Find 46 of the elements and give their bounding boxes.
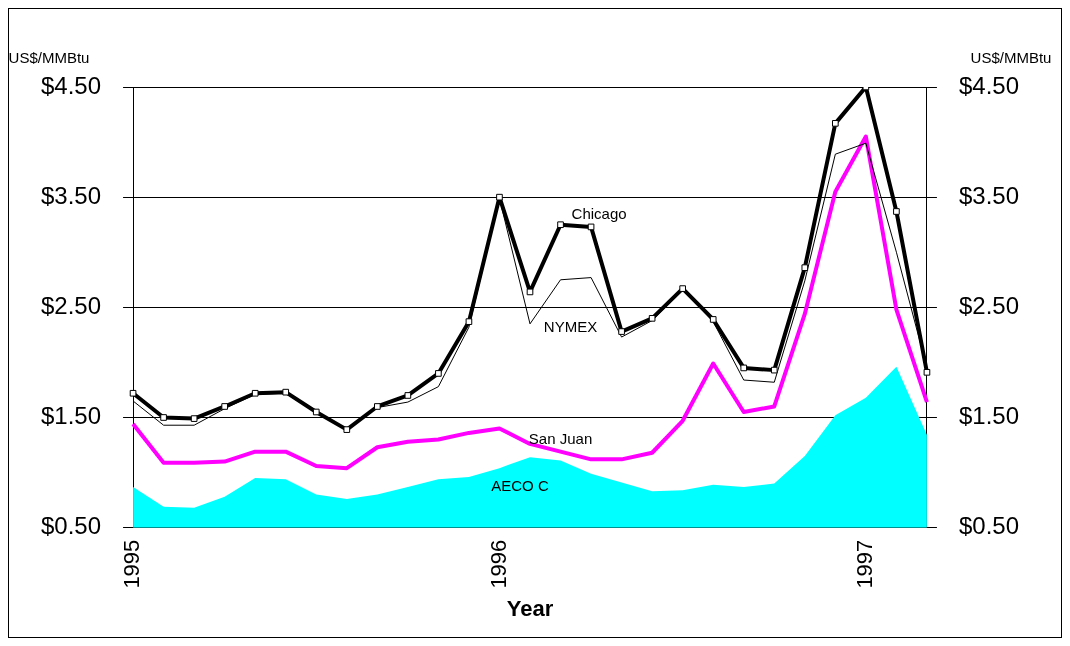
- x-tick-label: 1995: [119, 539, 145, 589]
- point: [770, 366, 778, 374]
- point: [404, 392, 412, 399]
- series-label: San Juan: [528, 429, 593, 447]
- point: [526, 288, 534, 296]
- point: [435, 370, 442, 377]
- series-label: Chicago: [571, 205, 627, 223]
- x-tick-label: 1996: [485, 539, 511, 589]
- point: [374, 403, 381, 410]
- point: [251, 389, 259, 397]
- y2-tick-label: $2.50: [958, 291, 1019, 319]
- point: [679, 285, 686, 292]
- series-label: NYMEX: [543, 317, 598, 335]
- y-tick-label: $3.50: [41, 181, 102, 209]
- x-tick-label: 1997: [851, 539, 877, 589]
- point: [557, 221, 564, 229]
- y-tick-label: $0.50: [41, 512, 102, 540]
- x-axis-title: Year: [506, 595, 554, 621]
- point: [587, 223, 595, 231]
- point: [740, 364, 748, 372]
- point: [190, 415, 198, 422]
- y2-tick-label: $0.50: [958, 512, 1019, 540]
- point: [709, 316, 717, 323]
- y2-tick-label: $3.50: [958, 181, 1019, 209]
- series-label: AECO C: [491, 477, 549, 495]
- point: [160, 414, 167, 421]
- y-tick-label: $2.50: [41, 291, 102, 319]
- point: [221, 403, 228, 410]
- point: [832, 120, 839, 127]
- y2-tick-label: $1.50: [958, 402, 1019, 430]
- point: [312, 408, 320, 416]
- point: [923, 369, 931, 376]
- point: [343, 426, 351, 433]
- point: [648, 315, 656, 322]
- point: [282, 388, 290, 396]
- y2-axis-title: US$/MMBtu: [970, 49, 1052, 67]
- y2-tick-label: $4.50: [958, 71, 1019, 99]
- y-axis-title: US$/MMBtu: [8, 49, 90, 67]
- point: [496, 193, 503, 201]
- point: [465, 318, 473, 325]
- point: [618, 328, 625, 335]
- y-tick-label: $1.50: [41, 402, 102, 430]
- point: [893, 208, 900, 215]
- y-tick-label: $4.50: [41, 71, 102, 99]
- point: [129, 389, 137, 397]
- point: [801, 264, 809, 271]
